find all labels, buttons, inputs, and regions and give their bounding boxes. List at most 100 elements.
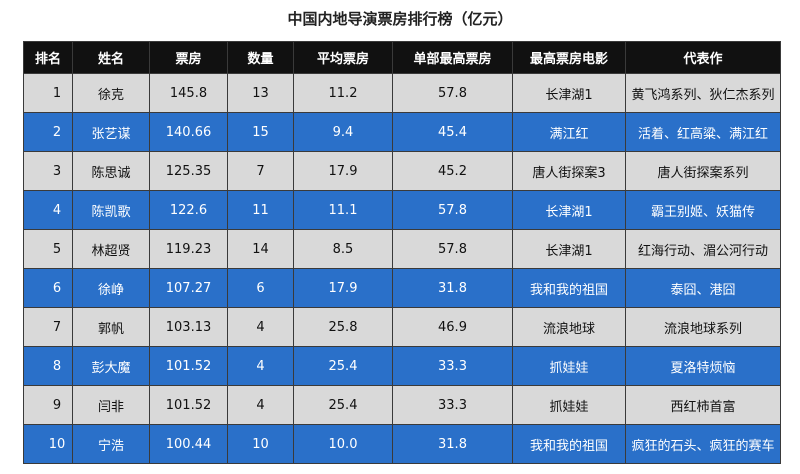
cell-representative-works: 活着、红高粱、满江红 xyxy=(625,112,781,152)
cell-name: 徐克 xyxy=(72,73,150,113)
table-body: 1 徐克 145.8 13 11.2 57.8 长津湖1 黄飞鸿系列、狄仁杰系列 2 张艺谋 140… xyxy=(23,73,781,464)
cell-name: 郭帆 xyxy=(72,307,150,347)
table-row: 8 彭大魔 101.52 4 25.4 33.3 抓娃娃 夏洛特烦恼 xyxy=(23,346,781,386)
cell-max-single: 57.8 xyxy=(392,73,513,113)
cell-top-film: 长津湖1 xyxy=(512,73,626,113)
cell-name: 林超贤 xyxy=(72,229,150,269)
cell-max-single: 46.9 xyxy=(392,307,513,347)
cell-avg-box-office: 11.1 xyxy=(293,190,393,230)
cell-max-single: 33.3 xyxy=(392,346,513,386)
cell-top-film: 我和我的祖国 xyxy=(512,424,626,464)
column-header-rank: 排名 xyxy=(23,41,73,74)
table-header-row: 排名 姓名 票房 数量 平均票房 单部最高票房 最高票房电影 代表作 xyxy=(23,41,781,74)
cell-representative-works: 霸王别姬、妖猫传 xyxy=(625,190,781,230)
cell-name: 彭大魔 xyxy=(72,346,150,386)
table-row: 6 徐峥 107.27 6 17.9 31.8 我和我的祖国 泰囧、港囧 xyxy=(23,268,781,308)
cell-box-office: 101.52 xyxy=(149,346,228,386)
cell-representative-works: 流浪地球系列 xyxy=(625,307,781,347)
cell-box-office: 107.27 xyxy=(149,268,228,308)
cell-representative-works: 唐人街探案系列 xyxy=(625,151,781,191)
cell-count: 11 xyxy=(227,190,294,230)
cell-rank: 2 xyxy=(23,112,73,152)
cell-count: 4 xyxy=(227,346,294,386)
cell-rank: 3 xyxy=(23,151,73,191)
cell-box-office: 100.44 xyxy=(149,424,228,464)
cell-avg-box-office: 17.9 xyxy=(293,151,393,191)
cell-box-office: 103.13 xyxy=(149,307,228,347)
cell-top-film: 流浪地球 xyxy=(512,307,626,347)
column-header-max-single: 单部最高票房 xyxy=(392,41,513,74)
cell-count: 14 xyxy=(227,229,294,269)
cell-top-film: 抓娃娃 xyxy=(512,346,626,386)
cell-avg-box-office: 25.4 xyxy=(293,346,393,386)
cell-representative-works: 泰囧、港囧 xyxy=(625,268,781,308)
table-row: 9 闫非 101.52 4 25.4 33.3 抓娃娃 西红柿首富 xyxy=(23,385,781,425)
cell-max-single: 57.8 xyxy=(392,190,513,230)
cell-max-single: 31.8 xyxy=(392,424,513,464)
column-header-box-office: 票房 xyxy=(149,41,228,74)
cell-count: 7 xyxy=(227,151,294,191)
column-header-top-film: 最高票房电影 xyxy=(512,41,626,74)
cell-max-single: 31.8 xyxy=(392,268,513,308)
cell-top-film: 抓娃娃 xyxy=(512,385,626,425)
cell-avg-box-office: 10.0 xyxy=(293,424,393,464)
cell-name: 张艺谋 xyxy=(72,112,150,152)
ranking-table: 排名 姓名 票房 数量 平均票房 单部最高票房 最高票房电影 代表作 1 徐克 145.8 13 11… xyxy=(23,41,781,464)
cell-representative-works: 红海行动、湄公河行动 xyxy=(625,229,781,269)
cell-avg-box-office: 25.4 xyxy=(293,385,393,425)
cell-name: 陈思诚 xyxy=(72,151,150,191)
cell-count: 6 xyxy=(227,268,294,308)
cell-representative-works: 西红柿首富 xyxy=(625,385,781,425)
cell-rank: 9 xyxy=(23,385,73,425)
cell-box-office: 119.23 xyxy=(149,229,228,269)
cell-count: 4 xyxy=(227,307,294,347)
cell-count: 13 xyxy=(227,73,294,113)
cell-rank: 7 xyxy=(23,307,73,347)
cell-name: 徐峥 xyxy=(72,268,150,308)
cell-max-single: 45.4 xyxy=(392,112,513,152)
cell-representative-works: 黄飞鸿系列、狄仁杰系列 xyxy=(625,73,781,113)
cell-box-office: 140.66 xyxy=(149,112,228,152)
table-row: 7 郭帆 103.13 4 25.8 46.9 流浪地球 流浪地球系列 xyxy=(23,307,781,347)
cell-name: 陈凯歌 xyxy=(72,190,150,230)
column-header-count: 数量 xyxy=(227,41,294,74)
cell-rank: 10 xyxy=(23,424,73,464)
cell-rank: 6 xyxy=(23,268,73,308)
cell-rank: 1 xyxy=(23,73,73,113)
column-header-name: 姓名 xyxy=(72,41,150,74)
cell-representative-works: 夏洛特烦恼 xyxy=(625,346,781,386)
page-title: 中国内地导演票房排行榜（亿元） xyxy=(287,10,513,28)
cell-rank: 8 xyxy=(23,346,73,386)
cell-top-film: 满江红 xyxy=(512,112,626,152)
cell-name: 宁浩 xyxy=(72,424,150,464)
cell-avg-box-office: 17.9 xyxy=(293,268,393,308)
cell-max-single: 57.8 xyxy=(392,229,513,269)
table-row: 4 陈凯歌 122.6 11 11.1 57.8 长津湖1 霸王别姬、妖猫传 xyxy=(23,190,781,230)
cell-count: 4 xyxy=(227,385,294,425)
cell-rank: 5 xyxy=(23,229,73,269)
table-row: 3 陈思诚 125.35 7 17.9 45.2 唐人街探案3 唐人街探案系列 xyxy=(23,151,781,191)
cell-avg-box-office: 9.4 xyxy=(293,112,393,152)
cell-max-single: 33.3 xyxy=(392,385,513,425)
cell-name: 闫非 xyxy=(72,385,150,425)
table-row: 5 林超贤 119.23 14 8.5 57.8 长津湖1 红海行动、湄公河行动 xyxy=(23,229,781,269)
cell-top-film: 长津湖1 xyxy=(512,190,626,230)
cell-top-film: 我和我的祖国 xyxy=(512,268,626,308)
cell-rank: 4 xyxy=(23,190,73,230)
cell-avg-box-office: 11.2 xyxy=(293,73,393,113)
table-row: 10 宁浩 100.44 10 10.0 31.8 我和我的祖国 疯狂的石头、疯狂的赛车 xyxy=(23,424,781,464)
cell-box-office: 125.35 xyxy=(149,151,228,191)
cell-box-office: 122.6 xyxy=(149,190,228,230)
table-row: 2 张艺谋 140.66 15 9.4 45.4 满江红 活着、红高粱、满江红 xyxy=(23,112,781,152)
cell-count: 10 xyxy=(227,424,294,464)
cell-max-single: 45.2 xyxy=(392,151,513,191)
cell-top-film: 唐人街探案3 xyxy=(512,151,626,191)
cell-avg-box-office: 8.5 xyxy=(293,229,393,269)
cell-top-film: 长津湖1 xyxy=(512,229,626,269)
cell-box-office: 101.52 xyxy=(149,385,228,425)
cell-count: 15 xyxy=(227,112,294,152)
table-row: 1 徐克 145.8 13 11.2 57.8 长津湖1 黄飞鸿系列、狄仁杰系列 xyxy=(23,73,781,113)
cell-box-office: 145.8 xyxy=(149,73,228,113)
cell-representative-works: 疯狂的石头、疯狂的赛车 xyxy=(625,424,781,464)
column-header-representative-works: 代表作 xyxy=(625,41,781,74)
